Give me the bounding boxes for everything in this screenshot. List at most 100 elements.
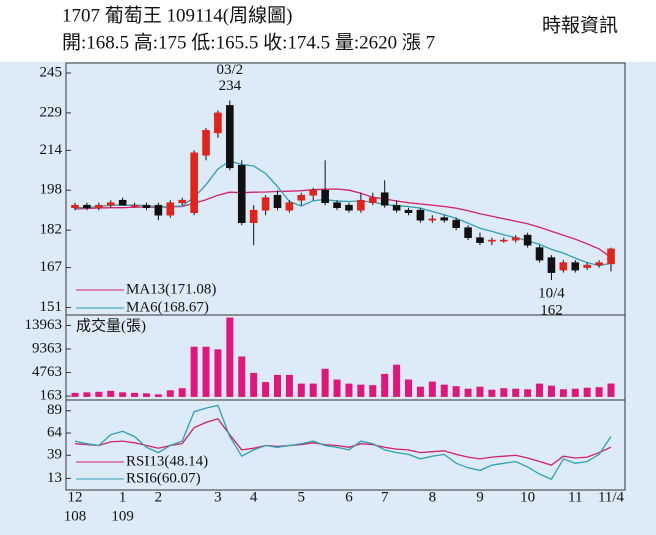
candle-body: [309, 189, 318, 196]
candle-body: [523, 234, 532, 246]
y-tick-label: 167: [40, 259, 63, 275]
volume-bar: [381, 373, 389, 397]
y-tick-label: 245: [40, 64, 63, 80]
source: 時報資訊: [542, 14, 618, 36]
candle-body: [249, 209, 258, 223]
candle-body: [118, 199, 127, 206]
volume-bar: [83, 392, 91, 397]
y-tick-label: 151: [40, 299, 63, 315]
rsi-line: [74, 418, 612, 466]
x-tick-label: 108: [64, 508, 87, 524]
candle-body: [428, 218, 437, 221]
candle-body: [488, 239, 496, 242]
volume-bar: [226, 317, 234, 397]
annotation-value: 162: [540, 303, 563, 319]
volume-bar: [488, 389, 496, 397]
candle-body: [333, 202, 341, 209]
y-tick-label: 13963: [25, 317, 63, 333]
volume-bar: [154, 394, 162, 397]
x-tick-label: 4: [250, 489, 258, 505]
volume-bar: [536, 383, 544, 397]
volume-bar: [345, 383, 353, 397]
candle-body: [440, 217, 449, 221]
volume-bar: [250, 372, 258, 397]
volume-bar: [131, 392, 139, 397]
volume-bar: [214, 349, 222, 397]
volume-bar: [309, 383, 317, 397]
chart-background: [0, 62, 656, 535]
volume-bar: [238, 356, 246, 397]
volume-bar: [583, 387, 591, 397]
volume-bar: [428, 381, 436, 397]
rsi-line: [74, 404, 612, 481]
candle-body: [166, 202, 175, 216]
volume-bar: [297, 383, 305, 397]
x-tick-label: 11: [568, 489, 582, 505]
summary: 開:168.5 高:175 低:165.5 收:174.5 量:2620 漲 7: [62, 31, 435, 53]
volume-bar: [285, 374, 293, 397]
volume-bar: [547, 385, 555, 397]
legend-label: RSI13(48.14): [126, 453, 208, 469]
chart-title: 1707 葡萄王 109114(周線圖): [62, 4, 292, 26]
x-tick-label: 2: [155, 489, 163, 505]
candle-body: [559, 262, 568, 271]
legend-label: MA6(168.67): [126, 299, 209, 315]
volume-bar: [500, 388, 508, 397]
volume-label: 成交量(張): [76, 316, 146, 334]
volume-bar: [393, 364, 401, 397]
candle-body: [178, 199, 186, 204]
candle-body: [321, 189, 329, 204]
y-tick-label: 163: [40, 388, 63, 404]
y-tick-label: 9363: [32, 340, 62, 356]
x-tick-label: 5: [298, 489, 306, 505]
volume-bar: [95, 391, 103, 397]
volume-bar: [262, 382, 270, 397]
candle-body: [571, 262, 580, 271]
candle-body: [476, 237, 484, 243]
candle-body: [452, 219, 460, 228]
candle-body: [368, 197, 377, 204]
y-tick-label: 4763: [32, 364, 62, 380]
volume-bar: [190, 346, 198, 397]
y-tick-label: 198: [40, 182, 63, 198]
candle-body: [237, 164, 246, 223]
y-tick-label: 182: [40, 222, 63, 238]
volume-bar: [273, 374, 281, 397]
candle-body: [190, 152, 198, 214]
candle-body: [404, 209, 413, 214]
annotation-date: 10/4: [538, 286, 565, 302]
candle-body: [285, 202, 294, 211]
x-tick-label: 6: [345, 489, 353, 505]
candle-body: [464, 227, 472, 238]
y-tick-label: 39: [47, 447, 62, 463]
legend-label: RSI6(60.07): [126, 470, 201, 486]
candle-body: [547, 257, 556, 273]
candle-body: [535, 247, 544, 261]
candle-body: [595, 262, 603, 266]
volume-bar: [405, 379, 413, 397]
candle-body: [95, 204, 103, 209]
volume-bar: [107, 390, 115, 397]
y-tick-label: 229: [40, 104, 63, 120]
x-tick-label: 11/4: [598, 489, 625, 505]
x-tick-label: 9: [476, 489, 484, 505]
candle-body: [583, 264, 591, 268]
candle-body: [71, 204, 79, 209]
candle-body: [297, 194, 306, 201]
x-tick-label: 1: [119, 489, 127, 505]
volume-bar: [357, 384, 365, 397]
volume-bar: [571, 388, 579, 397]
candle-body: [226, 105, 234, 169]
volume-bar: [452, 386, 460, 397]
legend-label: MA13(171.08): [126, 281, 216, 297]
candle-body: [357, 199, 365, 211]
volume-bar: [559, 389, 567, 397]
volume-bar: [476, 386, 484, 397]
candle-body: [202, 130, 210, 156]
y-tick-label: 64: [47, 424, 63, 440]
volume-bar: [607, 383, 615, 397]
candle-body: [392, 204, 401, 211]
candle-body: [130, 204, 139, 207]
